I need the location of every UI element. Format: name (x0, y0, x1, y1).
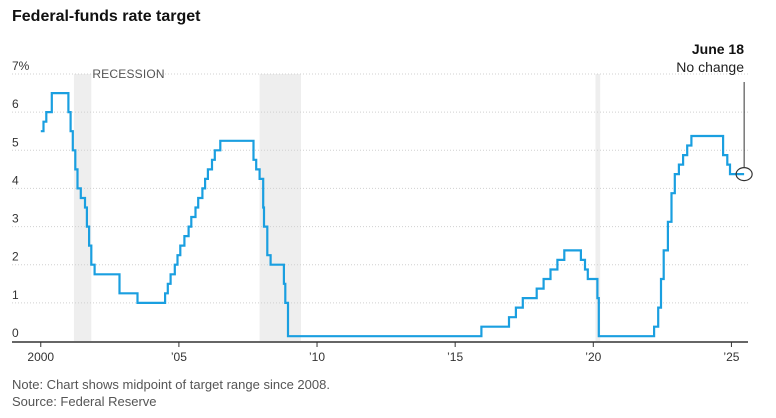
x-axis: 2000 ’05 ’10 ’15 ’20 ’25 (12, 341, 748, 364)
x-tick-label-2010: ’10 (309, 350, 325, 364)
y-tick-label-0: 0 (12, 326, 19, 340)
recession-bands (73, 74, 601, 341)
y-tick-label-4: 4 (12, 173, 19, 187)
y-axis-ticks: 7% 6 5 4 3 2 1 0 (12, 59, 30, 340)
x-tick-label-2020: ’20 (585, 350, 601, 364)
chart-title: Federal-funds rate target (12, 8, 201, 25)
series-line-1 (40, 92, 745, 338)
recession-label: RECESSION (92, 67, 164, 81)
recession-band-2 (259, 74, 302, 341)
y-tick-label-5: 5 (12, 135, 19, 149)
y-tick-label-7: 7% (12, 59, 30, 73)
y-tick-label-6: 6 (12, 97, 19, 111)
chart-source: Source: Federal Reserve (12, 394, 157, 409)
recession-band-3 (595, 74, 601, 341)
annotation-date: June 18 (692, 41, 744, 57)
annotation-text: No change (676, 59, 744, 75)
annotation: June 18 No change (676, 41, 753, 182)
annotation-marker (735, 167, 753, 182)
x-tick-label-2005: ’05 (171, 350, 187, 364)
chart-footer: Note: Chart shows midpoint of target ran… (12, 376, 330, 410)
y-tick-label-1: 1 (12, 288, 19, 302)
y-gridlines (12, 73, 748, 304)
x-tick-label-2000: 2000 (27, 350, 54, 364)
x-tick-label-2025: ’25 (723, 350, 739, 364)
y-tick-label-3: 3 (12, 212, 19, 226)
recession-band-1 (73, 74, 92, 341)
series-lines (40, 92, 745, 338)
x-tick-label-2015: ’15 (447, 350, 463, 364)
chart-note: Note: Chart shows midpoint of target ran… (12, 377, 330, 392)
y-tick-label-2: 2 (12, 250, 19, 264)
